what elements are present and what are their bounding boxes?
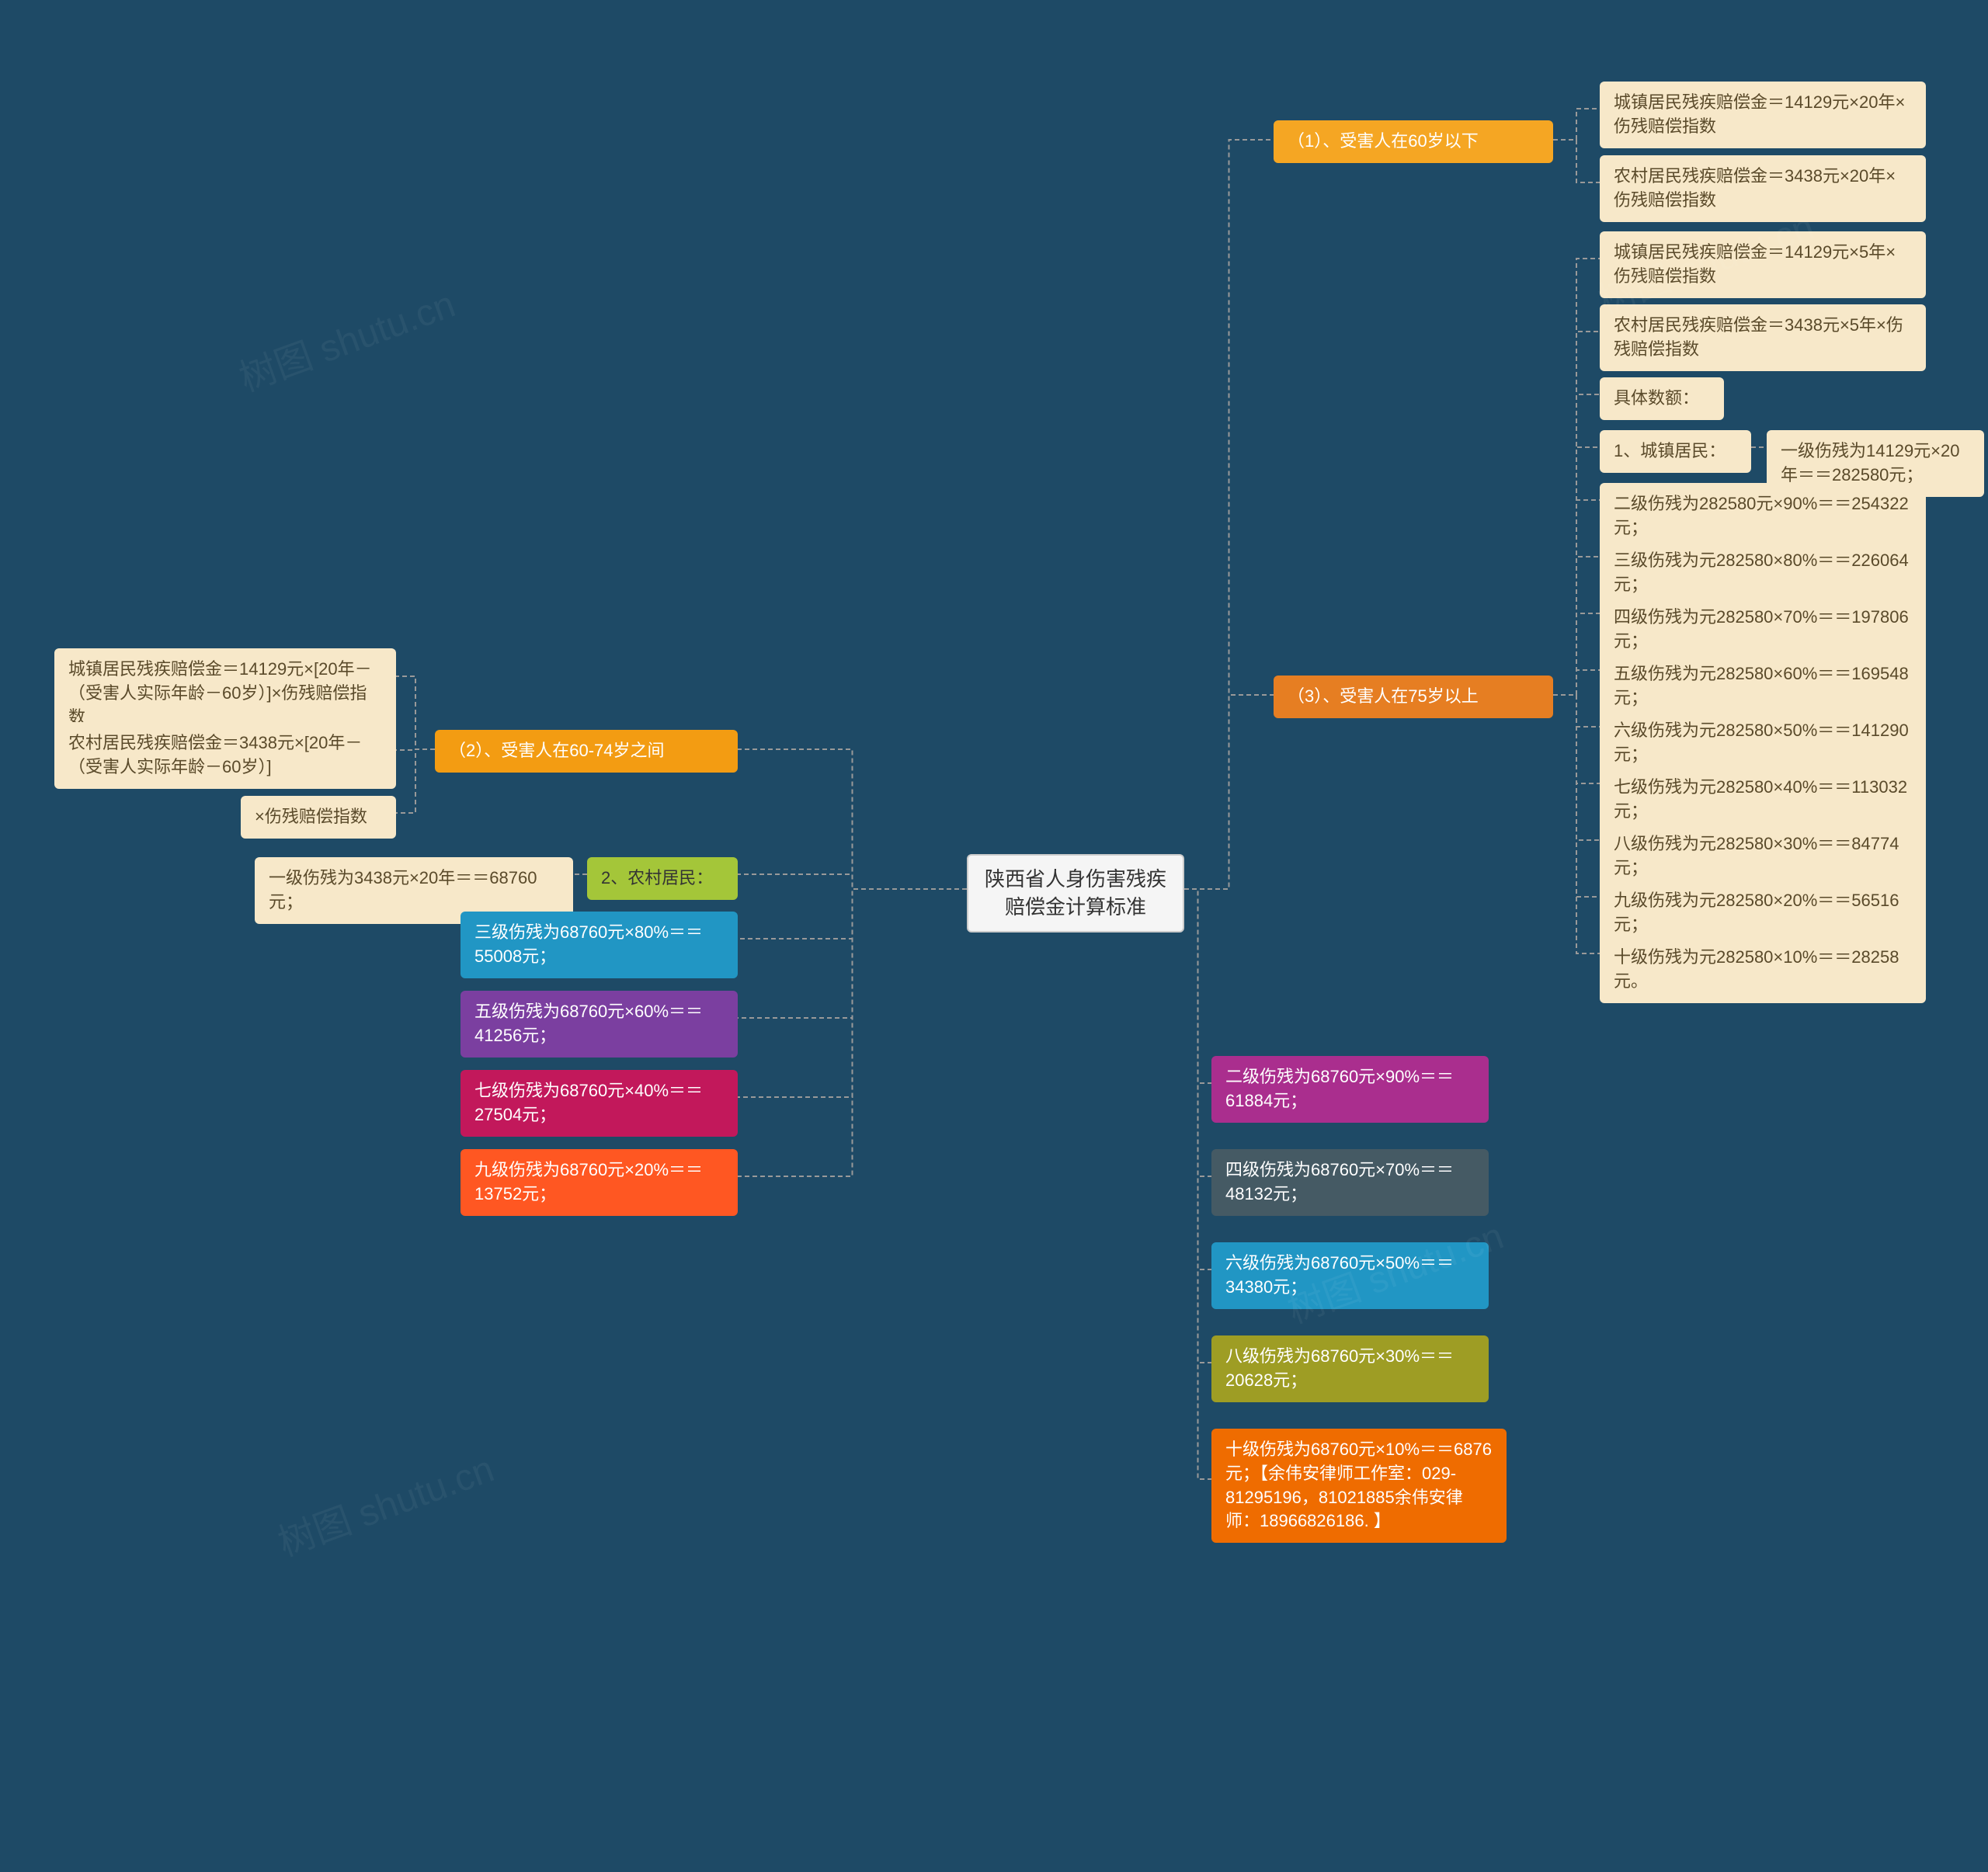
mindmap-node: 具体数额： bbox=[1600, 377, 1724, 420]
mindmap-node: 五级伤残为68760元×60%＝＝41256元； bbox=[461, 991, 738, 1058]
mindmap-node: 农村居民残疾赔偿金＝3438元×[20年－（受害人实际年龄－60岁）] bbox=[54, 722, 396, 789]
watermark: 树图 shutu.cn bbox=[231, 273, 461, 401]
mindmap-root: 陕西省人身伤害残疾赔偿金计算标准 bbox=[967, 854, 1184, 933]
mindmap-node: 六级伤残为68760元×50%＝＝34380元； bbox=[1211, 1242, 1489, 1309]
mindmap-node: 九级伤残为68760元×20%＝＝13752元； bbox=[461, 1149, 738, 1216]
mindmap-node: （1）、受害人在60岁以下 bbox=[1274, 120, 1553, 163]
mindmap-node: 八级伤残为68760元×30%＝＝20628元； bbox=[1211, 1335, 1489, 1402]
watermark: 树图 shutu.cn bbox=[269, 1438, 500, 1566]
mindmap-node: 十级伤残为68760元×10%＝＝6876元；【余伟安律师工作室：029-812… bbox=[1211, 1429, 1507, 1543]
mindmap-node: 农村居民残疾赔偿金＝3438元×20年×伤残赔偿指数 bbox=[1600, 155, 1926, 222]
mindmap-node: 农村居民残疾赔偿金＝3438元×5年×伤残赔偿指数 bbox=[1600, 304, 1926, 371]
mindmap-node: 七级伤残为68760元×40%＝＝27504元； bbox=[461, 1070, 738, 1137]
mindmap-node: 城镇居民残疾赔偿金＝14129元×5年×伤残赔偿指数 bbox=[1600, 231, 1926, 298]
mindmap-node: 三级伤残为68760元×80%＝＝55008元； bbox=[461, 912, 738, 978]
mindmap-node: 二级伤残为68760元×90%＝＝61884元； bbox=[1211, 1056, 1489, 1123]
mindmap-node: （3）、受害人在75岁以上 bbox=[1274, 676, 1553, 718]
mindmap-node: 2、农村居民： bbox=[587, 857, 738, 900]
mindmap-node: 四级伤残为68760元×70%＝＝48132元； bbox=[1211, 1149, 1489, 1216]
mindmap-node: 十级伤残为元282580×10%＝＝28258元。 bbox=[1600, 936, 1926, 1003]
mindmap-node: 1、城镇居民： bbox=[1600, 430, 1751, 473]
mindmap-node: 城镇居民残疾赔偿金＝14129元×20年×伤残赔偿指数 bbox=[1600, 82, 1926, 148]
mindmap-node: ×伤残赔偿指数 bbox=[241, 796, 396, 839]
mindmap-node: （2）、受害人在60-74岁之间 bbox=[435, 730, 738, 773]
